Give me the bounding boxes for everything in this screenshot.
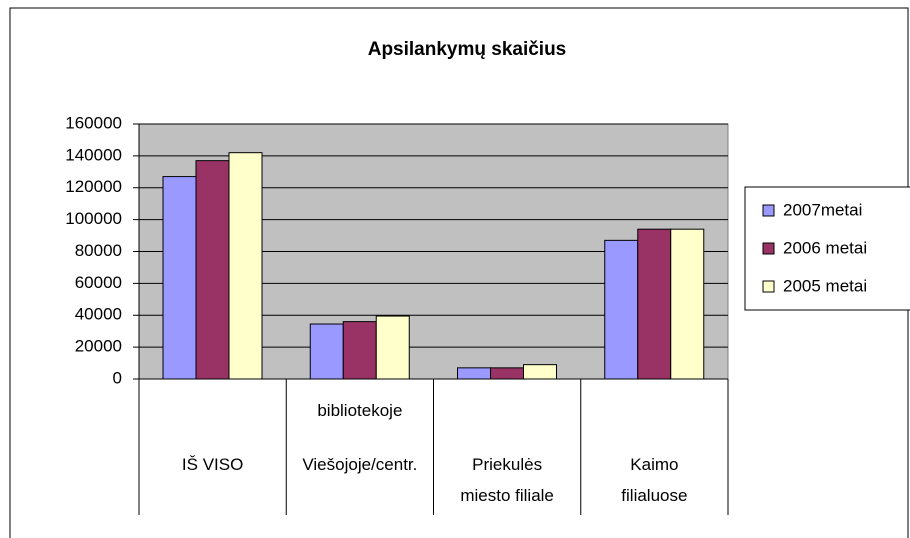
y-tick-label: 40000: [75, 305, 122, 324]
legend-swatch: [762, 204, 775, 217]
legend-label: 2006 metai: [783, 238, 867, 257]
y-tick-label: 100000: [65, 209, 122, 228]
legend-label: 2007metai: [783, 200, 862, 219]
y-tick-label: 80000: [75, 241, 122, 260]
bar: [490, 367, 524, 380]
legend-swatch: [762, 280, 775, 293]
bar: [162, 176, 197, 380]
y-tick-label: 20000: [75, 337, 122, 356]
x-tick-label: Kaimo filialuose: [621, 455, 687, 505]
x-tick-label: Priekulės miesto filiale: [460, 455, 554, 505]
bar: [457, 367, 491, 380]
bar: [637, 228, 672, 380]
bar: [604, 239, 639, 380]
bar: [342, 321, 377, 380]
bar: [523, 364, 557, 380]
bar: [228, 152, 263, 380]
y-tick-label: 160000: [65, 113, 122, 132]
legend-swatch: [762, 242, 775, 255]
y-tick-label: 120000: [65, 177, 122, 196]
chart-title: Apsilankymų skaičius: [368, 39, 567, 60]
y-tick-label: 60000: [75, 273, 122, 292]
bar: [375, 315, 410, 380]
x-tick-label: bibliotekoje Viešojoje/centr.: [302, 401, 417, 474]
bar: [195, 160, 230, 380]
y-tick-label: 0: [113, 368, 122, 387]
x-tick-label: IŠ VISO: [182, 455, 243, 474]
y-tick-label: 140000: [65, 145, 122, 164]
legend-label: 2005 metai: [783, 276, 867, 295]
bar: [670, 228, 705, 380]
bar: [309, 323, 344, 380]
